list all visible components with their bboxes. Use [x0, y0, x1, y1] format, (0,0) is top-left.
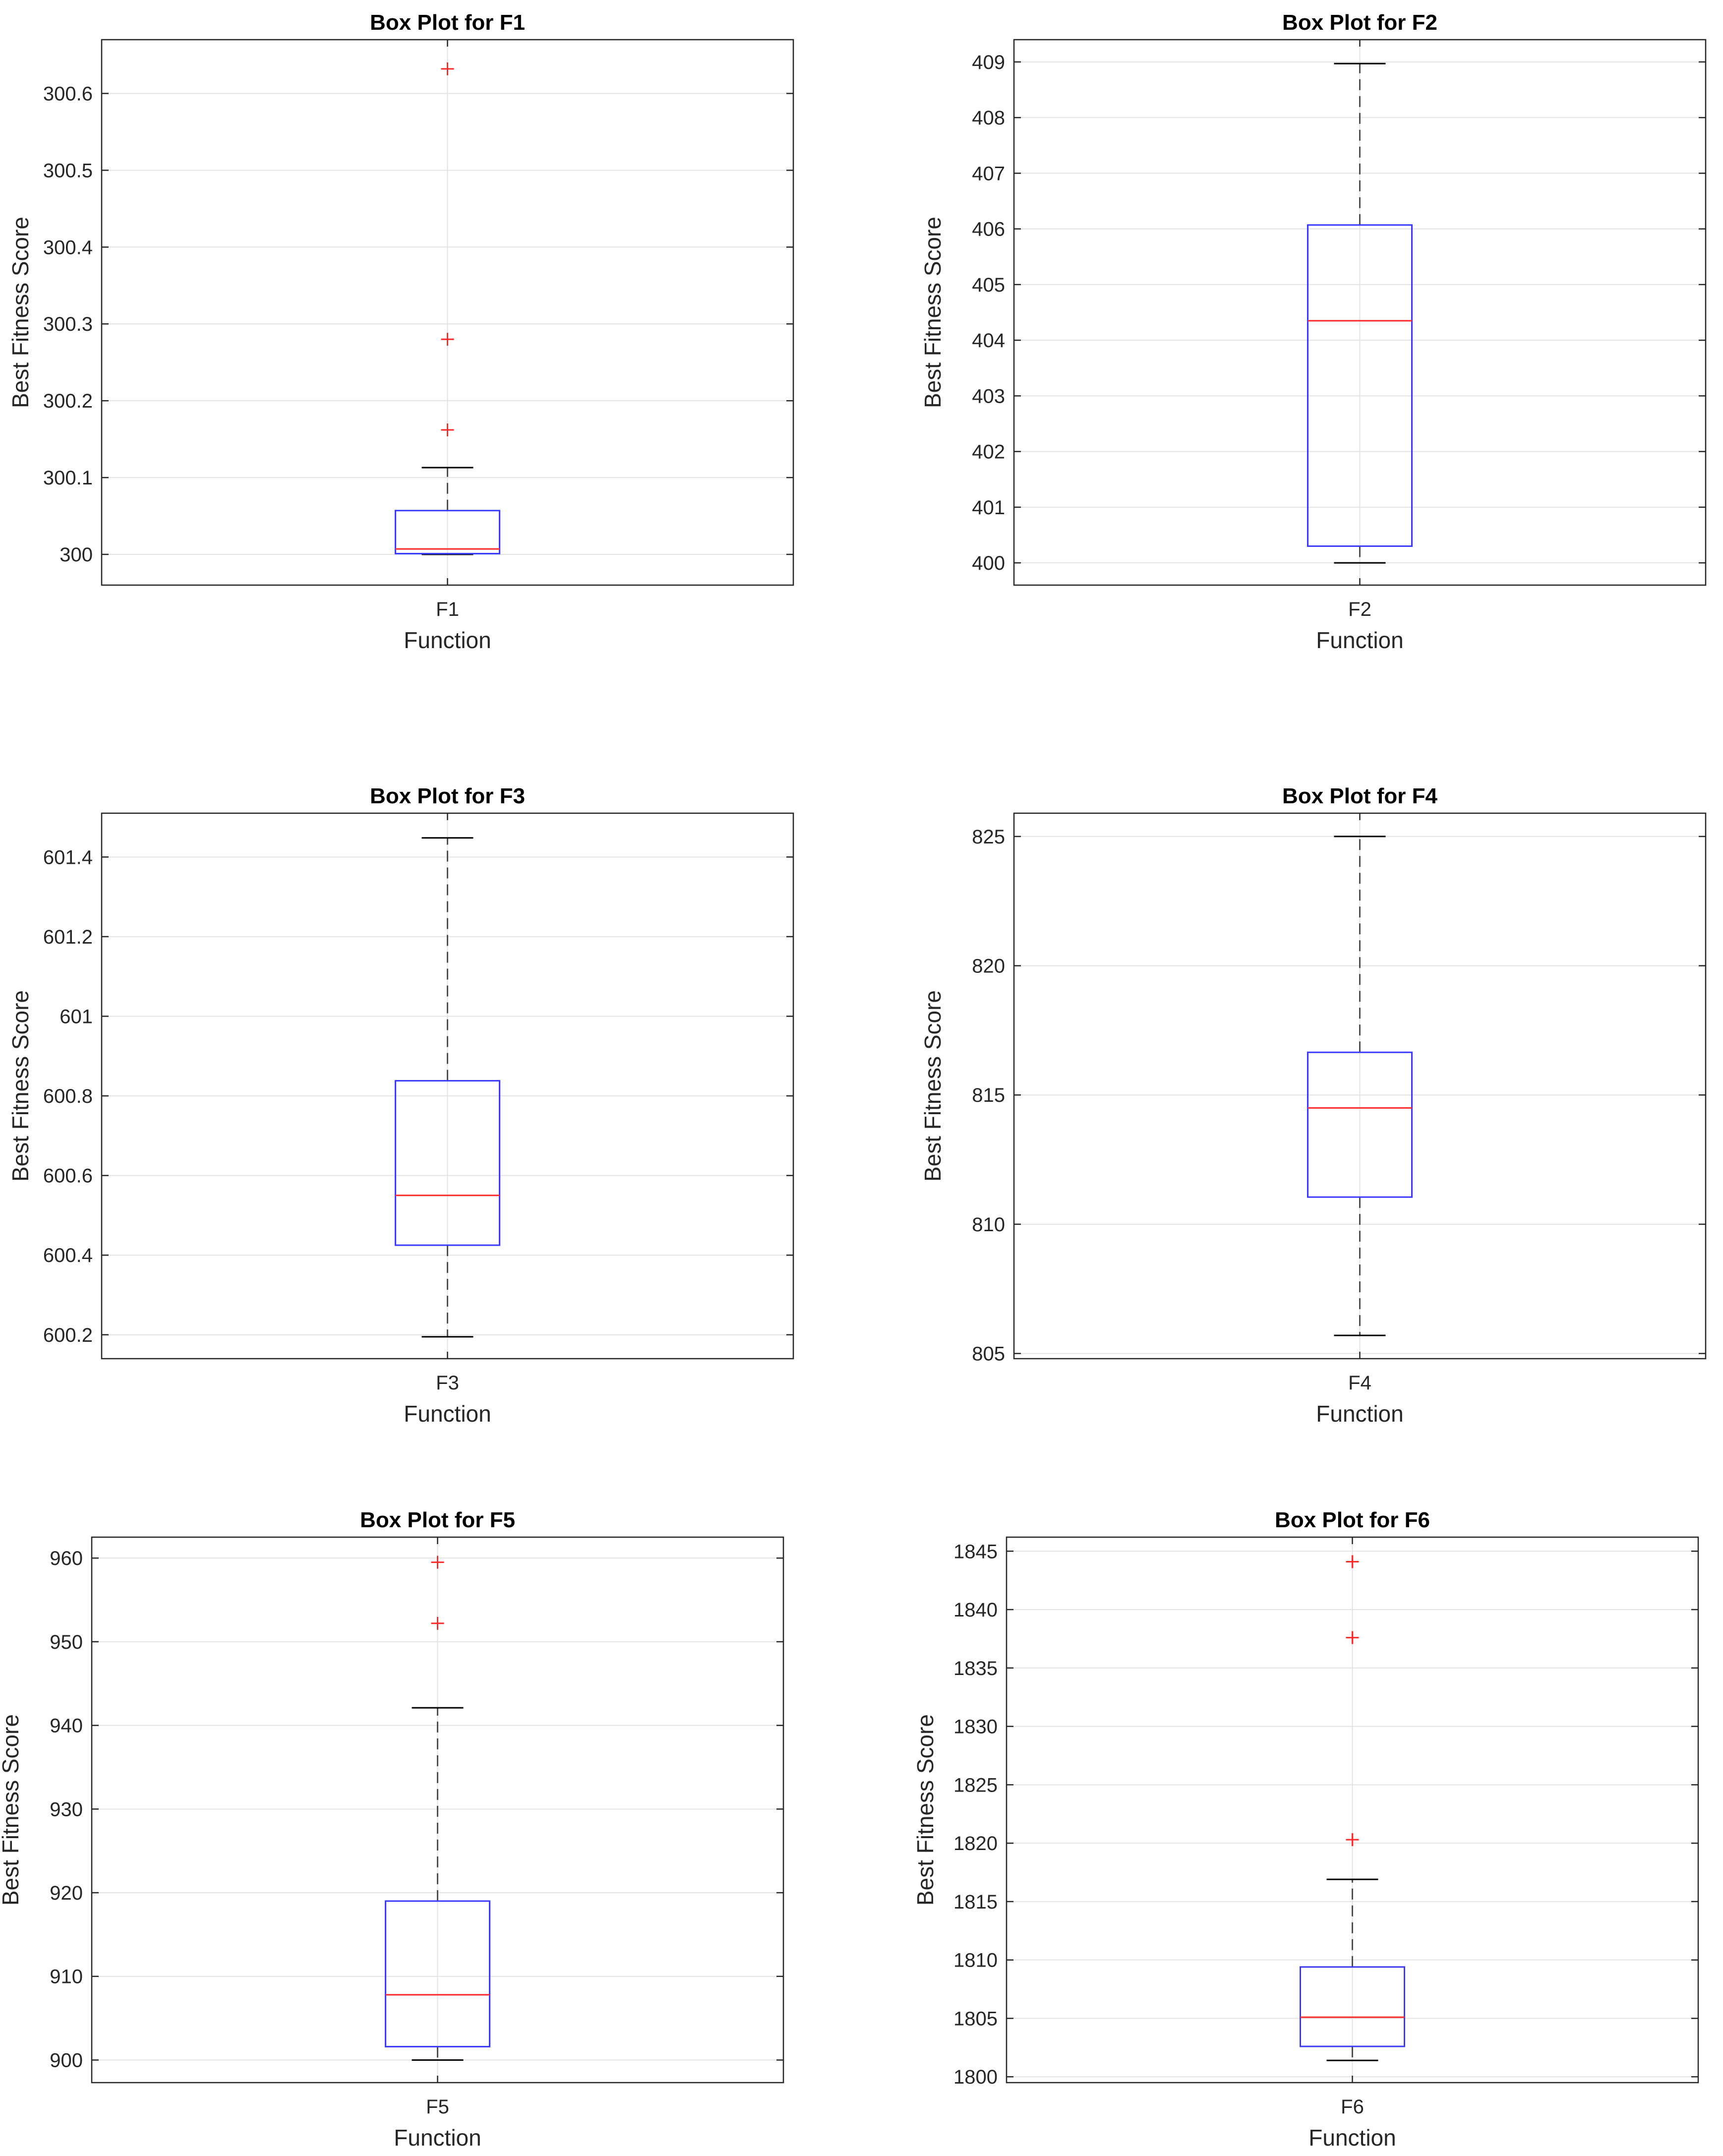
y-tick-label: 402	[972, 441, 1005, 463]
outlier-marker	[441, 423, 454, 437]
y-tick-label: 920	[50, 1882, 83, 1904]
outlier-marker	[1346, 1555, 1359, 1568]
x-tick-label: F4	[1348, 1372, 1371, 1394]
panel-title: Box Plot for F5	[360, 1508, 515, 1532]
iqr-box	[1300, 1966, 1405, 2047]
y-tick-label: 900	[50, 2049, 83, 2071]
x-tick-label: F5	[426, 2096, 449, 2118]
y-tick-label: 810	[972, 1214, 1005, 1236]
iqr-box	[385, 1900, 490, 2047]
outlier-marker	[431, 1617, 444, 1630]
iqr-box	[395, 510, 500, 554]
y-tick-label: 300.4	[43, 237, 93, 258]
box-plot-panel-3: 600.2 600.4 600.6 600.8 601 601.2 601.4 F3 Box P…	[7, 784, 794, 1427]
x-axis-label: Function	[1316, 627, 1403, 653]
x-tick-label: F3	[436, 1372, 459, 1394]
y-tick-label: 1845	[953, 1541, 998, 1562]
x-axis-label: Function	[1308, 2125, 1396, 2151]
y-tick-label: 1830	[953, 1716, 998, 1738]
y-tick-label: 1820	[953, 1833, 998, 1855]
x-tick-label: F6	[1341, 2096, 1364, 2118]
y-axis-label: Best Fitness Score	[912, 1714, 938, 1906]
y-tick-label: 601.2	[43, 926, 93, 948]
y-tick-label: 820	[972, 956, 1005, 977]
y-tick-label: 400	[972, 552, 1005, 574]
outlier-marker	[441, 333, 454, 346]
y-tick-label: 404	[972, 330, 1005, 352]
box-plot-panel-1: 300 300.1 300.2 300.3 300.4 300.5 300.6 F1 Box P…	[7, 10, 794, 653]
x-axis-label: Function	[1316, 1401, 1403, 1427]
y-tick-label: 805	[972, 1343, 1005, 1365]
iqr-box	[1307, 224, 1413, 547]
y-tick-label: 300.1	[43, 467, 93, 489]
y-tick-label: 300.3	[43, 313, 93, 335]
panel-title: Box Plot for F3	[370, 784, 525, 808]
outlier-marker	[1346, 1833, 1359, 1847]
y-tick-label: 940	[50, 1715, 83, 1737]
y-tick-label: 300.2	[43, 390, 93, 412]
y-tick-label: 910	[50, 1966, 83, 1988]
y-tick-label: 1810	[953, 1950, 998, 1972]
x-tick-label: F2	[1348, 599, 1371, 620]
y-tick-label: 406	[972, 219, 1005, 240]
y-tick-label: 403	[972, 385, 1005, 407]
iqr-box	[395, 1080, 500, 1246]
y-tick-label: 950	[50, 1631, 83, 1653]
box-plot-panel-4: 805 810 815 820 825 F4 Box Plot for F4 Function…	[920, 784, 1707, 1427]
y-tick-label: 407	[972, 163, 1005, 184]
y-tick-label: 300	[59, 544, 93, 566]
y-axis-label: Best Fitness Score	[920, 990, 946, 1182]
outlier-marker	[431, 1556, 444, 1569]
y-tick-label: 300.5	[43, 160, 93, 181]
y-tick-label: 601	[59, 1006, 93, 1027]
x-axis-label: Function	[394, 2125, 481, 2151]
box-plot-panel-2: 400 401 402 403 404 405 406 407 408 409 F2 Box Plot…	[920, 10, 1707, 653]
y-axis-label: Best Fitness Score	[7, 990, 33, 1182]
y-tick-label: 960	[50, 1548, 83, 1569]
y-axis-label: Best Fitness Score	[0, 1714, 23, 1906]
y-tick-label: 408	[972, 107, 1005, 129]
y-tick-label: 1835	[953, 1658, 998, 1679]
y-tick-label: 1800	[953, 2066, 998, 2088]
y-tick-label: 600.4	[43, 1245, 93, 1266]
y-tick-label: 1805	[953, 2008, 998, 2030]
iqr-box	[1307, 1051, 1413, 1198]
y-axis-label: Best Fitness Score	[7, 217, 33, 408]
outlier-marker	[441, 62, 454, 75]
box-plot-panel-6: 1800 1805 1810 1815 1820 1825 1830 1835 1840 1845…	[912, 1508, 1699, 2151]
y-tick-label: 1815	[953, 1891, 998, 1913]
y-tick-label: 1825	[953, 1774, 998, 1796]
x-axis-label: Function	[404, 1401, 491, 1427]
panel-title: Box Plot for F6	[1275, 1508, 1430, 1532]
box-plot-panel-5: 900 910 920 930 940 950 960 F5 Box Plot for F5 Fu…	[0, 1508, 784, 2151]
y-tick-label: 1840	[953, 1599, 998, 1621]
y-axis-label: Best Fitness Score	[920, 217, 946, 408]
x-tick-label: F1	[436, 599, 459, 620]
y-tick-label: 825	[972, 826, 1005, 848]
y-tick-label: 600.6	[43, 1165, 93, 1187]
y-tick-label: 409	[972, 52, 1005, 73]
y-tick-label: 600.2	[43, 1324, 93, 1346]
y-tick-label: 600.8	[43, 1085, 93, 1107]
panel-title: Box Plot for F2	[1282, 10, 1437, 35]
y-tick-label: 601.4	[43, 846, 93, 868]
y-tick-label: 815	[972, 1084, 1005, 1106]
y-tick-label: 401	[972, 497, 1005, 519]
panel-title: Box Plot for F1	[370, 10, 525, 35]
y-tick-label: 930	[50, 1798, 83, 1820]
x-axis-label: Function	[404, 627, 491, 653]
outlier-marker	[1346, 1631, 1359, 1644]
y-tick-label: 405	[972, 274, 1005, 296]
panel-title: Box Plot for F4	[1282, 784, 1437, 808]
y-tick-label: 300.6	[43, 83, 93, 105]
